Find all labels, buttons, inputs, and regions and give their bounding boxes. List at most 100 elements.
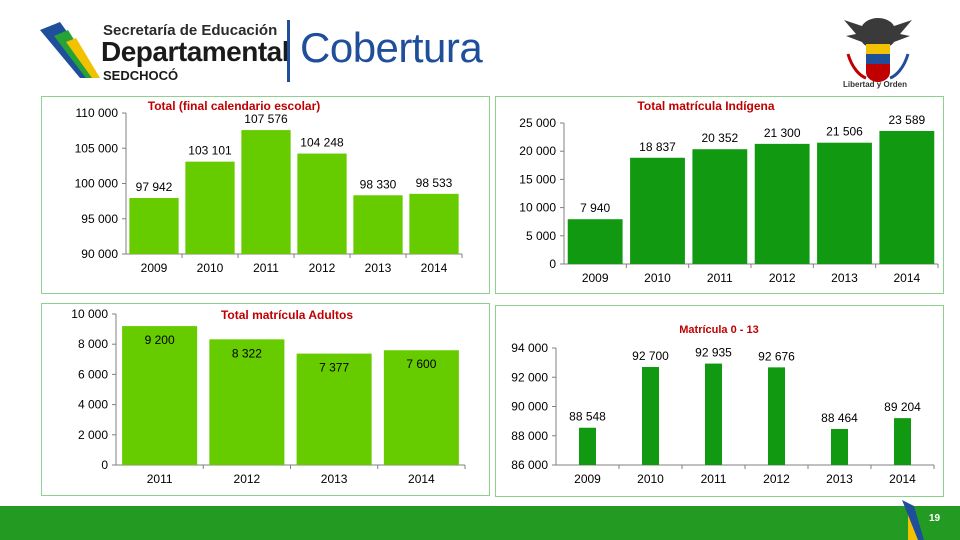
bar-2014	[879, 130, 935, 264]
footer-bar	[0, 506, 960, 540]
bar-2009	[578, 427, 597, 465]
chart-title: Total matrícula Adultos	[221, 308, 353, 322]
page-heading: Cobertura	[300, 24, 483, 71]
chart-title: Total (final calendario escolar)	[148, 99, 321, 113]
page-number: 19	[929, 513, 941, 524]
data-label: 21 300	[764, 126, 801, 140]
chart-panel-indigena: Total matrícula Indígena 0 5 000 10 000 15 0…	[495, 96, 944, 294]
data-label: 7 940	[580, 201, 610, 215]
data-label: 18 837	[639, 140, 676, 154]
x-category-label: 2013	[321, 472, 348, 486]
footer-corner-decoration	[902, 500, 960, 540]
x-category-label: 2014	[889, 472, 916, 486]
y-tick-label: 95 000	[81, 212, 118, 226]
data-label: 7 600	[406, 357, 436, 371]
chart-matricula-0-13: Matrícula 0 - 13 86 000 88 000 90 000 92 000…	[511, 324, 935, 486]
x-category-label: 2011	[147, 472, 173, 486]
bar-2012	[767, 367, 786, 465]
data-label: 92 676	[758, 349, 795, 363]
x-category-label: 2012	[309, 261, 336, 275]
bar-2010	[185, 161, 235, 254]
y-tick-label: 4 000	[78, 398, 108, 412]
chart-panel-0-13: Matrícula 0 - 13 86 000 88 000 90 000 92 000…	[495, 305, 944, 497]
x-category-label: 2012	[234, 472, 261, 486]
bar-2014	[893, 418, 912, 465]
x-category-label: 2013	[826, 472, 853, 486]
chart-title: Matrícula 0 - 13	[679, 324, 758, 336]
colombia-coat-of-arms-icon	[844, 18, 912, 82]
data-label: 97 942	[136, 180, 173, 194]
y-tick-label: 88 000	[511, 429, 548, 443]
data-label: 89 204	[884, 400, 921, 414]
data-label: 98 330	[360, 177, 397, 191]
y-tick-label: 10 000	[519, 201, 556, 215]
data-label: 88 548	[569, 410, 606, 424]
data-label: 103 101	[188, 144, 232, 158]
crest-caption: Libertad y Orden	[843, 80, 908, 89]
y-tick-label: 8 000	[78, 337, 108, 351]
chart-total-calendario: Total (final calendario escolar) 90 000 95…	[75, 99, 463, 275]
y-tick-label: 5 000	[526, 229, 556, 243]
y-tick-label: 25 000	[519, 116, 556, 130]
x-category-label: 2012	[763, 472, 790, 486]
data-label: 92 700	[632, 349, 669, 363]
y-tick-label: 20 000	[519, 144, 556, 158]
x-category-label: 2011	[253, 261, 279, 275]
logo-text-secretaria: Secretaría de Educación	[103, 22, 278, 39]
data-label: 92 935	[695, 346, 732, 360]
bar-2011	[241, 130, 291, 254]
chart-matricula-adultos: Total matrícula Adultos 0 2 000 4 000 6 000 8…	[71, 307, 466, 486]
x-category-label: 2014	[893, 271, 920, 285]
y-tick-label: 90 000	[81, 247, 118, 261]
y-tick-label: 105 000	[75, 141, 119, 155]
data-label: 9 200	[145, 333, 175, 347]
x-category-label: 2009	[141, 261, 168, 275]
x-category-label: 2011	[701, 472, 727, 486]
y-tick-label: 94 000	[511, 341, 548, 355]
data-label: 20 352	[701, 131, 738, 145]
sedchoco-logo-stripes	[40, 22, 100, 78]
data-label: 104 248	[300, 136, 344, 150]
bar-2011	[704, 363, 723, 465]
data-label: 8 322	[232, 346, 262, 360]
chart-matricula-indigena: Total matrícula Indígena 0 5 000 10 000 15 0…	[519, 99, 939, 285]
logo-text-sedchoco: SEDCHOCÓ	[103, 68, 179, 83]
x-category-label: 2009	[582, 271, 609, 285]
header-separator	[287, 20, 290, 82]
bar-2014	[409, 193, 459, 254]
bar-2012	[297, 153, 347, 254]
x-category-label: 2012	[769, 271, 796, 285]
bar-2013	[296, 353, 372, 465]
y-tick-label: 15 000	[519, 172, 556, 186]
y-tick-label: 0	[549, 257, 556, 271]
x-category-label: 2013	[831, 271, 858, 285]
x-category-label: 2010	[644, 271, 671, 285]
y-tick-label: 10 000	[71, 307, 108, 321]
bar-2010	[641, 367, 660, 465]
x-category-label: 2013	[365, 261, 392, 275]
chart-panel-adultos: Total matrícula Adultos 0 2 000 4 000 6 000 8…	[41, 303, 490, 496]
bar-2011	[692, 149, 748, 264]
chart-title: Total matrícula Indígena	[637, 99, 774, 113]
bar-2013	[353, 195, 403, 254]
x-category-label: 2009	[574, 472, 601, 486]
bar-2012	[209, 339, 285, 465]
bar-2012	[754, 143, 810, 264]
data-label: 21 506	[826, 125, 863, 139]
bar-2009	[567, 219, 623, 264]
x-category-label: 2010	[197, 261, 224, 275]
y-tick-label: 2 000	[78, 428, 108, 442]
data-label: 7 377	[319, 361, 349, 375]
data-label: 88 464	[821, 411, 858, 425]
x-category-label: 2014	[421, 261, 448, 275]
data-label: 107 576	[244, 112, 288, 126]
y-tick-label: 90 000	[511, 400, 548, 414]
bar-2011	[122, 326, 198, 465]
y-tick-label: 86 000	[511, 458, 548, 472]
x-category-label: 2014	[408, 472, 435, 486]
x-category-label: 2011	[707, 271, 733, 285]
x-category-label: 2010	[637, 472, 664, 486]
logo-text-departamental: Departamental	[101, 36, 290, 67]
chart-panel-total: Total (final calendario escolar) 90 000 95…	[41, 96, 490, 294]
bar-2010	[630, 157, 685, 264]
